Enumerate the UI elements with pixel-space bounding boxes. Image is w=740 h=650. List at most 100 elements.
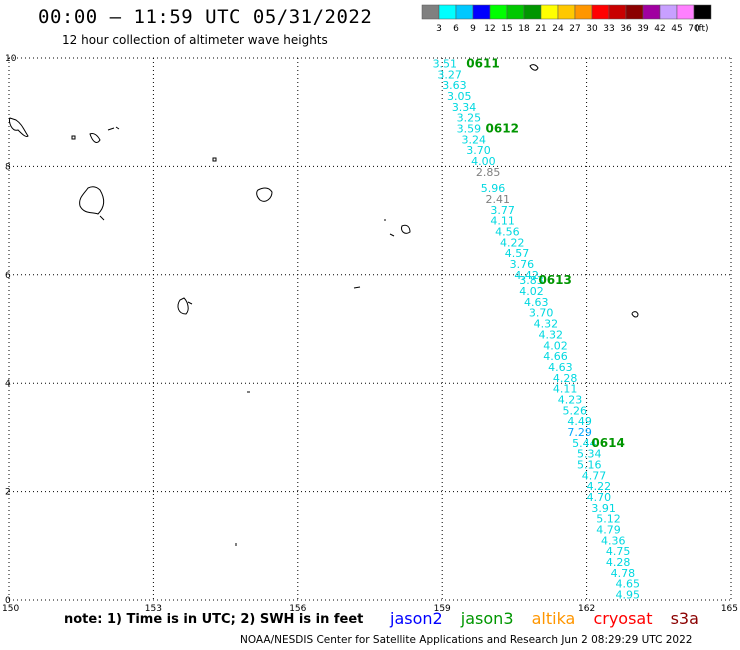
legend-jason2: jason2 [390,609,443,628]
swh-value: 3.51 [433,57,458,70]
swh-value: 4.22 [587,480,612,493]
swh-value: 4.66 [543,350,568,363]
colorbar-label: 39 [637,24,649,34]
swh-value: 4.56 [495,225,520,238]
y-tick-label: 4 [5,379,11,389]
swh-value: 3.76 [510,258,535,271]
swh-values: 3.513.273.633.053.343.253.593.243.704.00… [433,57,640,601]
swh-value: 4.11 [553,383,578,396]
x-tick-label: 153 [145,604,162,614]
colorbar-unit: (ft) [695,24,709,34]
footer-credit: NOAA/NESDIS Center for Satellite Applica… [240,634,693,646]
swh-value: 4.79 [596,524,621,537]
swh-value: 3.24 [461,133,486,146]
y-axis-ticks: 0 2 4 6 8 10 [5,54,17,606]
colorbar-label: 36 [620,24,632,34]
swh-value: 3.25 [457,112,482,125]
swh-value: 4.42 [514,269,539,282]
swh-value: 4.02 [543,339,568,352]
y-tick-label: 8 [5,162,11,172]
colorbar-label: 42 [654,24,665,34]
colorbar-label: 18 [518,24,530,34]
x-tick-label: 165 [721,604,738,614]
coastline-outlines [9,64,639,546]
swh-value: 4.28 [553,372,578,385]
swh-value: 3.70 [466,144,491,157]
colorbar-label: 33 [603,24,614,34]
swh-value: 4.32 [538,328,563,341]
colorbar-label: 15 [501,24,512,34]
swh-value: 5.44 [572,437,597,450]
swh-value: 4.32 [534,318,559,331]
swh-value: 5.12 [596,513,621,526]
swh-value: 5.16 [577,459,602,472]
satellite-legend: jason2 jason3 altika cryosat s3a [390,609,712,628]
swh-value: 3.70 [529,307,554,320]
time-label: 0612 [486,121,519,135]
time-labels: 0611 0612 0613 0614 [466,56,625,449]
y-tick-label: 2 [5,488,11,498]
page-title: 00:00 – 11:59 UTC 05/31/2022 [38,6,373,28]
x-tick-label: 150 [2,604,19,614]
colorbar-label: 3 [436,24,442,34]
footer-note: note: 1) Time is in UTC; 2) SWH is in fe… [64,612,364,627]
swh-value: 4.63 [524,296,549,309]
x-axis-ticks: 150 153 156 159 162 165 [2,604,738,614]
swh-value: 4.11 [490,215,515,228]
time-label: 0614 [591,436,624,450]
colorbar-label: 27 [569,24,580,34]
swh-value: 3.27 [437,68,462,81]
swh-value: 4.57 [505,247,529,260]
y-tick-label: 10 [5,54,17,64]
colorbar-label: 12 [484,24,495,34]
colorbar-label: 6 [453,24,459,34]
swh-value: 3.34 [452,101,477,114]
swh-value: 3.83 [519,274,544,287]
swh-value: 4.75 [606,545,631,558]
time-label: 0613 [538,273,571,287]
swh-value: 4.65 [615,578,640,591]
grid [8,57,732,601]
y-tick-label: 6 [5,271,11,281]
time-label: 0611 [466,56,499,70]
swh-value: 3.63 [442,79,467,92]
swh-value: 4.23 [558,393,583,406]
colorbar-label: 21 [535,24,546,34]
colorbar-swatch [693,4,712,20]
legend-s3a: s3a [670,609,699,628]
x-tick-label: 159 [434,604,451,614]
swh-value: 3.59 [457,122,482,135]
swh-value: 2.85 [476,166,501,179]
swh-value: 4.22 [500,236,524,249]
colorbar-label: 70 [688,24,700,34]
swh-value: 4.78 [611,567,636,580]
swh-value: 3.05 [447,90,472,103]
colorbar-label: 9 [470,24,476,34]
swh-value: 4.36 [601,534,626,547]
swh-value: 4.28 [606,556,631,569]
x-tick-label: 162 [578,604,595,614]
swh-value: 4.95 [615,589,640,602]
swh-value: 4.63 [548,361,573,374]
swh-value: 4.70 [587,491,612,504]
legend-altika: altika [531,609,576,628]
swh-value: 4.02 [519,285,544,298]
swh-value: 5.34 [577,448,602,461]
x-tick-label: 156 [289,604,306,614]
colorbar: 3 6 9 12 15 18 21 24 27 30 33 36 39 42 45 70(ft) [421,4,712,34]
swh-value: 3.77 [490,204,515,217]
swh-value: 4.00 [471,155,496,168]
swh-value: 4.49 [567,415,592,428]
swh-value: 5.26 [563,404,588,417]
swh-value: 4.77 [582,469,607,482]
colorbar-label: 30 [586,24,598,34]
colorbar-label: 45 [671,24,682,34]
page-subtitle: 12 hour collection of altimeter wave hei… [62,33,328,47]
swh-value: 2.41 [486,193,511,206]
swh-value: 5.96 [481,182,506,195]
swh-value: 7.29 [567,426,592,439]
legend-jason3: jason3 [460,609,514,628]
legend-cryosat: cryosat [593,609,653,628]
